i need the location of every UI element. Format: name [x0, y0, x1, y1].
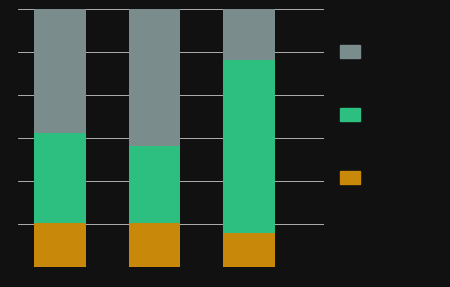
Bar	[223, 9, 274, 60]
Bar	[129, 223, 180, 267]
Bar	[35, 223, 86, 267]
Bar	[223, 60, 274, 233]
Bar	[35, 9, 86, 133]
Bar	[129, 146, 180, 223]
Bar	[223, 233, 274, 267]
Bar	[35, 133, 86, 223]
Bar	[129, 9, 180, 146]
